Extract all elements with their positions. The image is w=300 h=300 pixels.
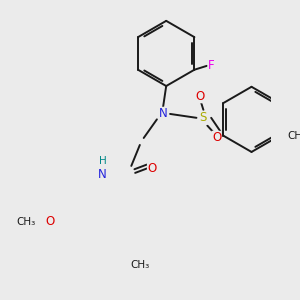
Text: N: N: [98, 168, 107, 181]
Text: H: H: [99, 156, 106, 166]
Text: CH₃: CH₃: [130, 260, 149, 270]
Text: F: F: [208, 59, 215, 72]
Text: O: O: [212, 131, 221, 145]
Text: O: O: [148, 162, 157, 175]
Text: CH₃: CH₃: [16, 217, 36, 227]
Text: S: S: [200, 111, 207, 124]
Text: O: O: [45, 215, 54, 228]
Text: CH₃: CH₃: [287, 131, 300, 141]
Text: N: N: [159, 107, 167, 120]
Text: O: O: [196, 90, 205, 103]
